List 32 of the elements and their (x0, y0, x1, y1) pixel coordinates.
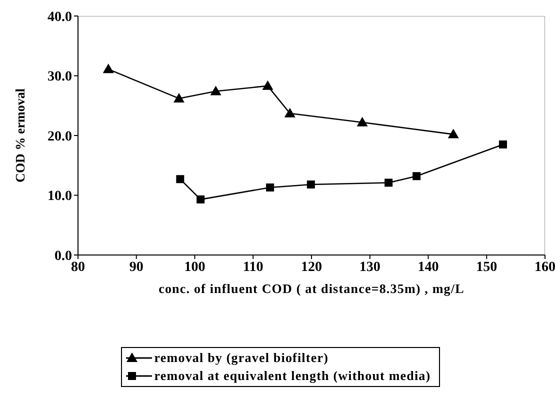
x-tick-label: 150 (476, 260, 498, 275)
point (498, 140, 507, 148)
y-tick-label: 10.0 (48, 189, 72, 204)
legend-label: removal at equivalent length (without media) (154, 368, 431, 384)
point (306, 180, 315, 188)
x-tick-label: 160 (534, 260, 555, 275)
point (384, 178, 393, 187)
point (262, 80, 274, 90)
point (210, 86, 222, 96)
x-axis-title: conc. of influent COD ( at distance=8.35m) , mg/L (158, 281, 464, 296)
y-tick-label: 0.0 (54, 248, 72, 264)
y-tick-label: 30.0 (48, 70, 72, 85)
point (412, 172, 421, 180)
point (266, 183, 274, 192)
point (448, 128, 459, 138)
x-tick-label: 100 (184, 260, 206, 275)
y-axis-title: COD % ermoval (12, 88, 28, 182)
legend-label: removal by (gravel biofilter) (154, 350, 328, 366)
y-tick-label: 40.0 (48, 10, 72, 25)
x-tick-label: 120 (301, 260, 322, 275)
x-tick-label: 110 (243, 260, 264, 275)
x-tick-label: 80 (71, 260, 85, 275)
x-tick-label: 140 (418, 260, 439, 275)
point (102, 64, 114, 74)
x-tick-label: 130 (359, 260, 380, 275)
x-tick-label: 90 (129, 260, 144, 275)
y-tick-label: 20.0 (48, 129, 72, 144)
point (284, 108, 296, 118)
point (173, 92, 184, 102)
point (196, 195, 205, 204)
point (176, 175, 184, 184)
point (356, 116, 368, 126)
